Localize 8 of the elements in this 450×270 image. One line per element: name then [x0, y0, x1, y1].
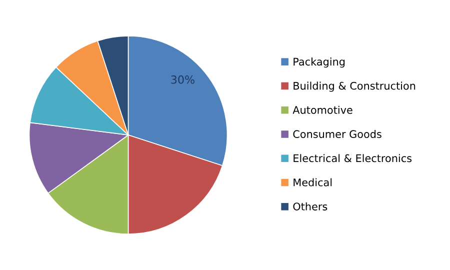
legend-label: Consumer Goods [293, 130, 382, 138]
legend-label: Automotive [292, 106, 352, 114]
legend-label: Others [293, 202, 328, 210]
legend-label: Packaging [294, 58, 345, 68]
legend-label: Building & Construction [294, 82, 416, 92]
legend-label: Electrical & Electronics [294, 154, 412, 162]
legend-label: Medical [294, 178, 332, 186]
data-label: 30% [171, 75, 194, 84]
